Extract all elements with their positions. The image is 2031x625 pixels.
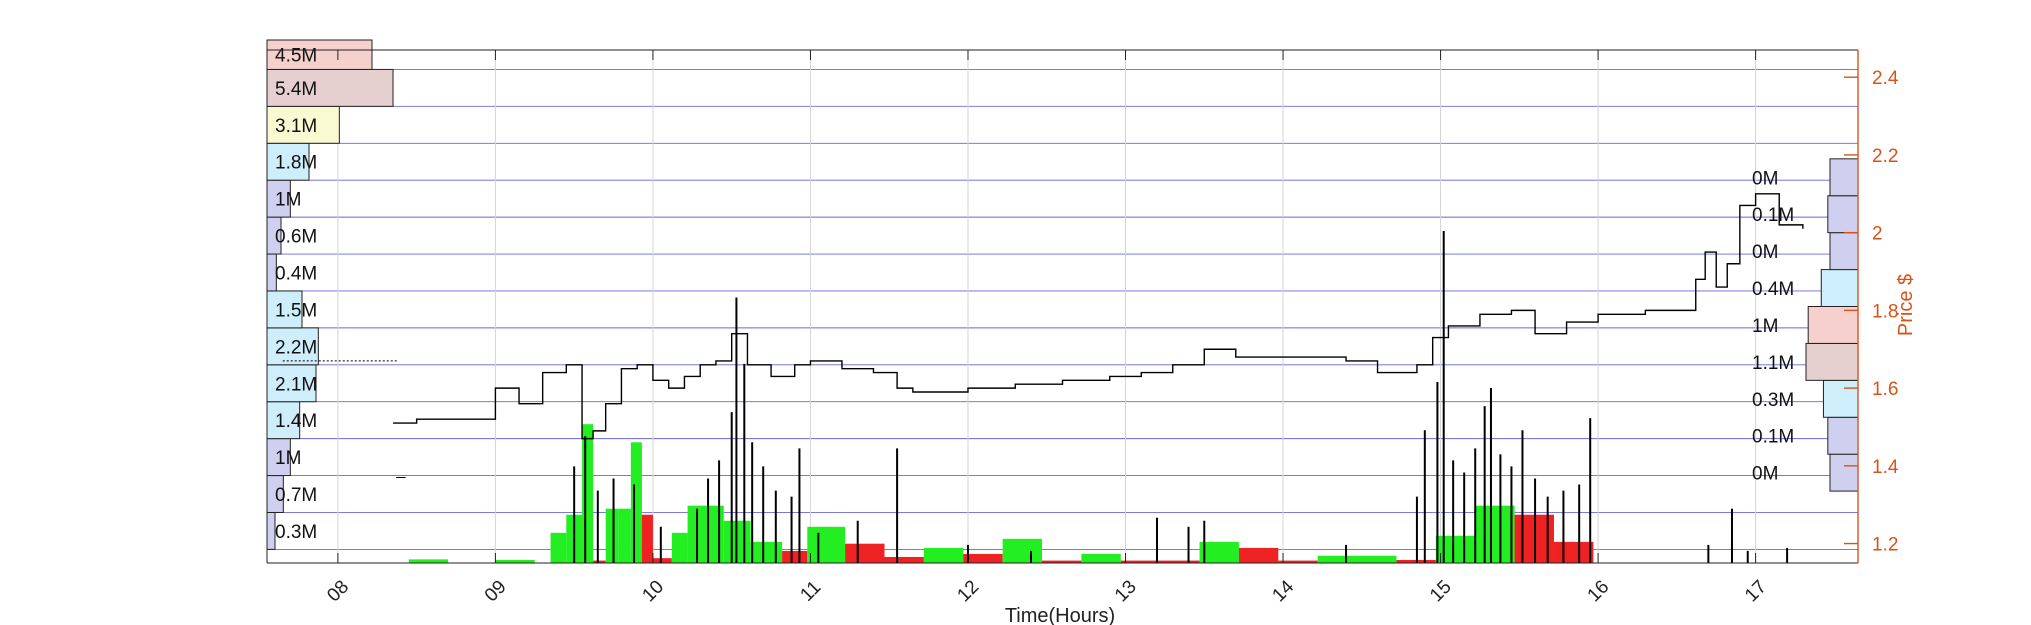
volume-profile-right-bar (1805, 342, 1859, 381)
volume-profile-left: 0.3M 0.7M 1M 1.4M 2.1M 2.2M 1.5M 0.4M 0.6M 1M 1.8M… (266, 39, 394, 550)
x-tick-label: 09 (481, 576, 511, 606)
price-tick-label: 1.8 (1872, 301, 1898, 322)
sell-volume-bar (1042, 560, 1082, 563)
volume-profile-left-label: 0.4M (275, 263, 317, 284)
buy-volume-bar (671, 532, 688, 563)
volume-profile-left-label: 1.5M (275, 300, 317, 321)
buy-volume-bar (1002, 538, 1043, 563)
volume-profile-left-bar (266, 364, 317, 403)
volume-profile-right-label: 0.3M (1752, 390, 1794, 411)
x-tick-label: 17 (1741, 576, 1771, 606)
volume-profile-right-bar (1822, 379, 1859, 418)
volume-profile-left-bar (266, 68, 394, 107)
volume-profile-right-label: 0M (1752, 168, 1778, 189)
volume-profile-left-label: 2.2M (275, 337, 317, 358)
volume-profile-left-label: 0.3M (275, 522, 317, 543)
grid-layer (267, 50, 1858, 563)
volume-profile-left-label: 1.4M (275, 411, 317, 432)
volume-profile-right-bar (1820, 269, 1859, 308)
price-tick-label: 1.2 (1872, 535, 1898, 556)
buy-volume-bar (923, 547, 964, 563)
volume-profile-left-bar (266, 142, 310, 181)
sell-volume-bar (782, 550, 808, 563)
sell-volume-bar (1238, 547, 1279, 563)
volume-profile-right-label: 0.1M (1752, 205, 1794, 226)
buy-volume-bar (495, 559, 535, 563)
volume-profile-right-label: 0M (1752, 464, 1778, 485)
buy-volume-bar (408, 559, 449, 563)
buy-volume-bar (1081, 553, 1121, 563)
price-series-line (393, 193, 1804, 440)
sell-volume-bar (963, 553, 1003, 563)
buy-volume-bar (550, 532, 567, 563)
volume-profile-left-label: 1M (275, 448, 301, 469)
volume-profile-left-label: 0.6M (275, 227, 317, 248)
x-tick-label: 14 (1268, 576, 1298, 606)
volume-profile-left-label: 0.7M (275, 485, 317, 506)
sell-volume-bar (884, 556, 924, 563)
price-tick-label: 2.4 (1872, 68, 1899, 89)
x-tick-label: 13 (1111, 576, 1141, 606)
buy-volume-bar (1199, 541, 1239, 563)
volume-profile-left-bar (266, 39, 373, 70)
price-tick-label: 1.6 (1872, 379, 1898, 400)
sell-volume-bar (652, 558, 672, 563)
sell-volume-bar (845, 543, 885, 563)
volume-profile-left-label: 5.4M (275, 79, 317, 100)
sell-volume-bar (1278, 560, 1318, 563)
volume-profile-right-bar (1827, 195, 1859, 234)
volume-profile-left-bar (266, 105, 340, 144)
buy-volume-bar (1475, 505, 1515, 563)
buy-volume-bar (1317, 555, 1397, 563)
volume-profile-right-label: 1M (1752, 316, 1778, 337)
volume-profile-right-label: 1.1M (1752, 353, 1794, 374)
volume-profile-left-label: 2.1M (275, 374, 317, 395)
volume-profile-right-bar (1829, 453, 1859, 492)
volume-profile-left-label: 1.8M (275, 153, 317, 174)
volume-profile-right-bar (1827, 416, 1859, 455)
volume-profile-right-bar (1829, 232, 1859, 271)
x-tick-label: 10 (638, 576, 668, 606)
buy-volume-bar (618, 508, 631, 563)
buy-volume-bar (605, 508, 619, 563)
sell-volume-bar (1120, 560, 1200, 563)
x-axis-title: Time(Hours) (1005, 605, 1115, 625)
volume-profile-right-label: 0M (1752, 242, 1778, 263)
volume-profile-left-bar (266, 290, 303, 329)
buy-volume-bar (582, 424, 594, 563)
sell-volume-bar (641, 514, 653, 563)
x-tick-label: 08 (323, 576, 353, 606)
buy-volume-bar (750, 541, 783, 563)
volume-layer (408, 231, 1789, 563)
price-tick-label: 2 (1872, 224, 1883, 245)
price-layer (282, 193, 1804, 478)
x-tick-label: 11 (796, 577, 825, 606)
sell-volume-bar (1553, 541, 1594, 563)
volume-profile-right-bar (1829, 158, 1859, 197)
volume-profile-right-label: 0.1M (1752, 427, 1794, 448)
volume-profile-left-label: 1M (275, 190, 301, 211)
sell-volume-bar (593, 560, 606, 563)
volume-profile-left-label: 3.1M (275, 116, 317, 137)
buy-volume-bar (687, 505, 724, 563)
buy-volume-bar (630, 442, 642, 563)
price-axis-title: Price $ (1895, 274, 1917, 336)
x-tick-label: 16 (1584, 576, 1614, 606)
volume-profile-right-bar (1807, 306, 1859, 344)
price-tick-label: 2.2 (1872, 146, 1898, 167)
x-tick-label: 15 (1426, 576, 1456, 606)
volume-profile-left-bar (266, 511, 276, 550)
buy-volume-bar (807, 526, 846, 563)
x-tick-label: 12 (953, 576, 983, 606)
volume-profile-right-label: 0.4M (1752, 279, 1794, 300)
price-tick-label: 1.4 (1872, 457, 1899, 478)
volume-profile-left-label: 4.5M (275, 46, 317, 67)
volume-profile-right: 0M 0.1M 0.3M 1.1M 1M 0.4M 0M 0.1M 0M (1752, 158, 1859, 492)
buy-volume-bar (1435, 535, 1476, 563)
